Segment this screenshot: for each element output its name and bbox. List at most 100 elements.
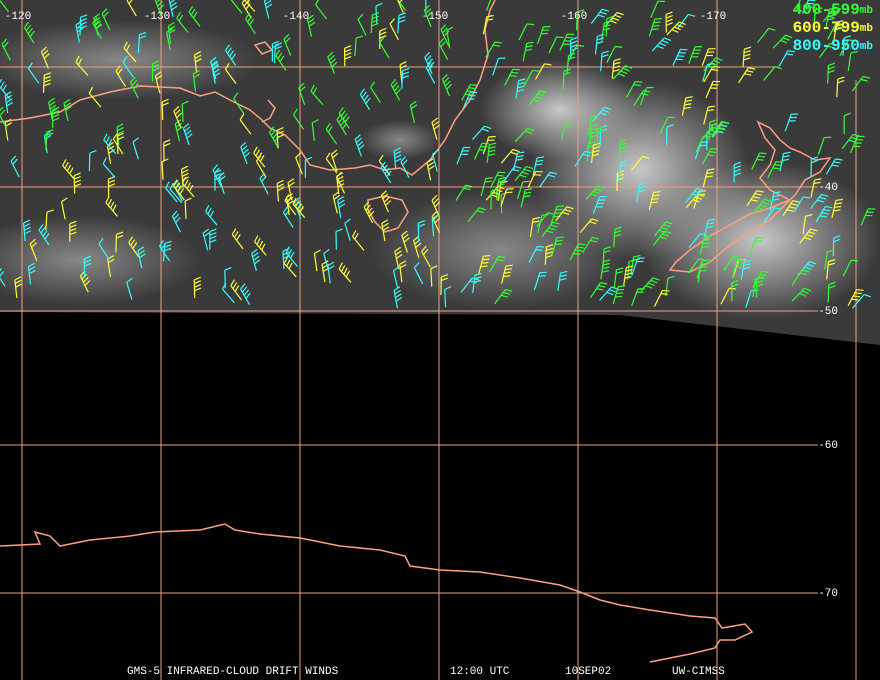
barb-feather xyxy=(848,39,856,42)
wind-barb xyxy=(851,75,870,92)
barb-feather xyxy=(240,141,247,148)
barb-feather xyxy=(173,213,180,220)
wind-barb xyxy=(685,193,705,209)
barb-feather xyxy=(214,176,222,181)
barb-feather xyxy=(157,0,164,7)
barb-feather xyxy=(95,23,102,30)
barb-feather xyxy=(592,146,600,150)
wind-barb xyxy=(822,6,842,22)
barb-staff xyxy=(430,268,433,287)
wind-barb xyxy=(173,105,183,129)
wind-barb xyxy=(763,207,782,223)
barb-feather xyxy=(261,175,267,182)
barb-feather xyxy=(652,24,660,27)
wind-barb xyxy=(240,283,251,305)
barb-feather xyxy=(233,231,239,238)
barb-feather xyxy=(275,49,281,57)
barb-feather xyxy=(107,258,115,264)
barb-feather xyxy=(827,249,835,253)
barb-feather xyxy=(614,226,622,230)
wind-barb xyxy=(825,158,843,175)
barb-feather xyxy=(287,178,295,184)
barb-feather xyxy=(168,29,176,34)
barb-feather xyxy=(158,4,165,10)
wind-barb xyxy=(224,63,237,85)
barb-feather xyxy=(515,158,523,161)
barb-feather xyxy=(713,59,721,64)
wind-barb xyxy=(115,231,124,253)
wind-barb xyxy=(702,168,715,188)
barb-feather xyxy=(440,273,448,278)
wind-barb xyxy=(703,65,721,83)
wind-barb xyxy=(180,165,190,188)
wind-barb xyxy=(311,119,319,141)
barb-staff xyxy=(431,218,435,237)
barb-feather xyxy=(351,230,357,237)
barb-feather xyxy=(709,151,717,154)
wind-barb xyxy=(390,78,402,101)
wind-barb xyxy=(193,51,202,73)
wind-barb xyxy=(600,50,609,72)
wind-barb xyxy=(633,89,651,107)
barb-feather xyxy=(482,258,490,261)
barb-feather xyxy=(498,171,506,174)
barb-feather xyxy=(383,196,390,203)
wind-barb xyxy=(23,21,35,44)
barb-staff xyxy=(659,116,669,134)
barb-feather xyxy=(430,265,438,270)
barb-feather xyxy=(117,127,124,132)
barb-feather xyxy=(211,60,218,66)
barb-feather xyxy=(125,44,131,52)
barb-feather xyxy=(395,250,402,256)
barb-feather xyxy=(428,61,435,68)
wind-barb xyxy=(401,230,410,253)
wind-barb xyxy=(221,282,235,304)
wind-barb xyxy=(817,136,832,155)
barb-feather xyxy=(601,50,609,54)
wind-barb xyxy=(500,148,520,164)
barb-feather xyxy=(290,251,295,259)
barb-feather xyxy=(556,36,564,39)
barb-feather xyxy=(286,259,291,267)
barb-feather xyxy=(29,30,35,38)
wind-barb xyxy=(769,191,781,211)
barb-feather xyxy=(184,179,189,187)
barb-feather xyxy=(809,260,817,265)
barb-feather xyxy=(133,83,139,90)
barb-feather xyxy=(719,123,727,127)
barb-feather xyxy=(757,207,765,211)
barb-feather xyxy=(244,151,251,158)
wind-barb xyxy=(413,262,424,285)
barb-feather xyxy=(425,8,432,14)
wind-barb xyxy=(523,69,540,87)
barb-feather xyxy=(743,57,751,61)
barb-feather xyxy=(481,128,489,132)
barb-feather xyxy=(735,262,743,265)
barb-feather xyxy=(325,123,331,130)
barb-staff xyxy=(122,61,134,78)
barb-feather xyxy=(552,221,560,225)
barb-staff xyxy=(370,87,381,103)
barb-staff xyxy=(817,137,825,155)
wind-barb xyxy=(611,58,621,79)
barb-feather xyxy=(523,168,531,172)
barb-feather xyxy=(392,82,398,89)
barb-feather xyxy=(298,82,305,89)
barb-feather xyxy=(860,78,868,82)
barb-feather xyxy=(815,7,823,11)
barb-feather xyxy=(23,226,31,231)
barb-feather xyxy=(259,155,265,162)
barb-feather xyxy=(663,224,671,228)
barb-feather xyxy=(498,255,506,259)
barb-feather xyxy=(505,288,513,292)
barb-feather xyxy=(466,90,474,93)
barb-staff xyxy=(839,39,849,57)
barb-feather xyxy=(345,270,351,278)
barb-feather xyxy=(402,75,409,79)
barb-feather xyxy=(272,132,278,139)
wind-barb xyxy=(537,213,549,233)
barb-feather xyxy=(218,172,225,178)
barb-staff xyxy=(485,0,492,11)
wind-barb xyxy=(799,228,818,244)
barb-feather xyxy=(733,172,741,177)
